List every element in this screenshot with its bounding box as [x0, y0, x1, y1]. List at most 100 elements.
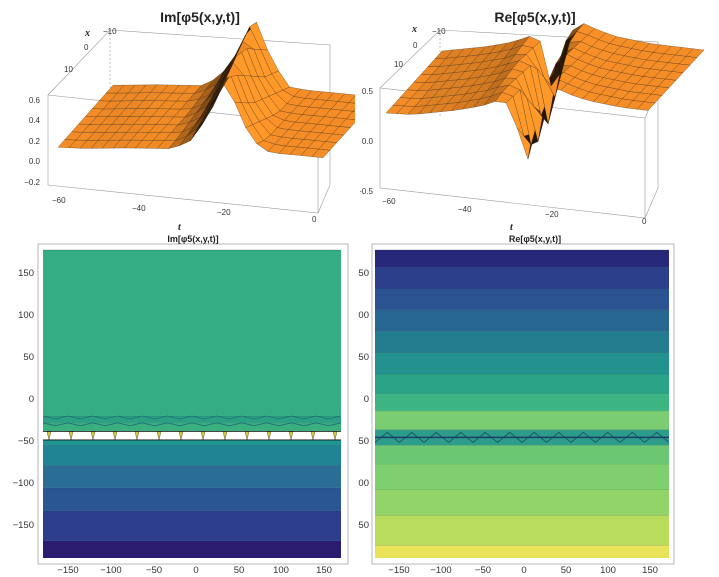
x-tick: 50 [234, 565, 245, 576]
x-axis-ticks: x 10 0 −10 [64, 27, 117, 74]
x-axis-label: x [411, 24, 417, 35]
t-tick: −20 [545, 210, 559, 219]
contour-band [375, 463, 669, 490]
contour-band [43, 439, 341, 446]
contour-band [43, 487, 341, 511]
z-tick: 0.0 [362, 137, 374, 146]
z-axis-ticks: 0.5 0.0 −0.5 [360, 87, 374, 196]
surface-patch [352, 109, 355, 112]
z-tick: 0.0 [29, 157, 41, 166]
contour-band [375, 410, 669, 430]
x-tick: 50 [561, 565, 572, 576]
contour-band [43, 540, 341, 558]
t-tick: −40 [132, 204, 146, 213]
t-axis-ticks: −60 −40 −20 0 t [52, 196, 317, 232]
t-tick: 0 [312, 215, 317, 224]
y-tick: −100 [358, 478, 369, 489]
x-tick: −10 [103, 27, 117, 36]
z-tick: 0.5 [362, 87, 374, 96]
x-axis-ticks: −150 −100 −50 0 50 100 150 [388, 565, 658, 576]
x-tick: −50 [475, 565, 491, 576]
x-axis-label: x [84, 28, 90, 39]
contour-band [375, 309, 669, 332]
x-tick: 10 [64, 65, 73, 74]
x-tick: 10 [394, 60, 403, 69]
x-tick: 0 [413, 41, 418, 50]
t-tick: −60 [382, 197, 396, 206]
y-tick: 0 [29, 394, 34, 405]
y-tick: −50 [358, 436, 369, 447]
contour-band [43, 465, 341, 488]
y-tick: −150 [13, 520, 34, 531]
z-tick: −0.5 [360, 187, 374, 196]
contour-band [43, 422, 341, 432]
y-tick: 0 [364, 394, 369, 405]
contour-band [43, 431, 341, 440]
y-tick: 100 [18, 310, 34, 321]
y-tick: 150 [358, 268, 369, 279]
x-tick: 0 [193, 565, 198, 576]
im-surface-plot: Im[φ5(x,y,t)] 0.6 0.4 0.2 0.0 −0.2 x 10 … [24, 9, 355, 232]
x-tick: −150 [57, 565, 78, 576]
t-axis-label: t [510, 222, 514, 232]
z-tick: 0.6 [29, 96, 41, 105]
x-tick: 0 [521, 565, 526, 576]
surface-patch [345, 111, 355, 120]
z-axis-ticks: 0.6 0.4 0.2 0.0 −0.2 [24, 96, 40, 187]
t-tick: −20 [217, 208, 231, 217]
contour-band [43, 250, 341, 416]
y-axis-ticks: 150 100 50 0 −50 −100 −150 [13, 268, 34, 531]
contour-wave [42, 422, 342, 427]
x-tick: −10 [432, 27, 446, 36]
contour-band [375, 393, 669, 411]
contour-band [375, 331, 669, 353]
contour-band [375, 250, 669, 268]
contour-band [375, 545, 669, 558]
y-tick: 50 [358, 352, 369, 363]
y-tick: −50 [18, 436, 34, 447]
im-contour-plot: Im[φ5(x,y,t)] −150 −100 −50 0 50 100 150… [13, 234, 349, 576]
y-axis-ticks: 150 100 50 0 −50 −100 −150 [358, 268, 369, 531]
surface-patch [685, 48, 705, 58]
x-axis-ticks: −150 −100 −50 0 50 100 150 [57, 565, 332, 576]
x-tick: 100 [273, 565, 289, 576]
x-tick: −100 [100, 565, 121, 576]
contour-band [375, 445, 669, 464]
contour-band [43, 445, 341, 466]
t-tick: 0 [642, 217, 647, 226]
chart-title: Im[φ5(x,y,t)] [160, 9, 240, 25]
x-tick: −50 [146, 565, 162, 576]
contour-band [375, 267, 669, 289]
re-contour-plot: Re[φ5(x,y,t)] −150 −100 −50 0 50 100 150… [358, 234, 675, 576]
x-tick: −150 [388, 565, 409, 576]
z-tick: 0.2 [29, 137, 41, 146]
contour-band [375, 352, 669, 375]
x-axis-ticks: x 10 0 −10 [394, 24, 446, 69]
contour-band [43, 510, 341, 541]
t-axis-ticks: −60 −40 −20 0 t [382, 197, 647, 232]
x-tick: 150 [642, 565, 658, 576]
y-tick: −100 [13, 478, 34, 489]
contour-band [43, 415, 341, 423]
y-tick: 100 [358, 310, 369, 321]
chart-title: Im[φ5(x,y,t)] [167, 234, 218, 244]
y-tick: −150 [358, 520, 369, 531]
re-surface-plot: Re[φ5(x,y,t)] 0.5 0.0 −0.5 x 10 0 −10 −6… [360, 9, 705, 232]
x-tick: 100 [600, 565, 616, 576]
contour-band [375, 374, 669, 394]
t-axis-label: t [178, 222, 182, 232]
contour-band [375, 489, 669, 516]
contour-band [375, 515, 669, 546]
x-tick: 150 [316, 565, 332, 576]
y-tick: 150 [18, 268, 34, 279]
contour-band [375, 288, 669, 310]
y-tick: 50 [23, 352, 34, 363]
contour-bands [42, 249, 342, 558]
chart-title: Re[φ5(x,y,t)] [494, 9, 575, 25]
z-tick: −0.2 [24, 178, 40, 187]
x-tick: −100 [430, 565, 451, 576]
t-tick: −60 [52, 196, 66, 205]
surface-patch [348, 95, 355, 104]
contour-bands [374, 249, 670, 558]
surface-mesh [385, 23, 705, 160]
